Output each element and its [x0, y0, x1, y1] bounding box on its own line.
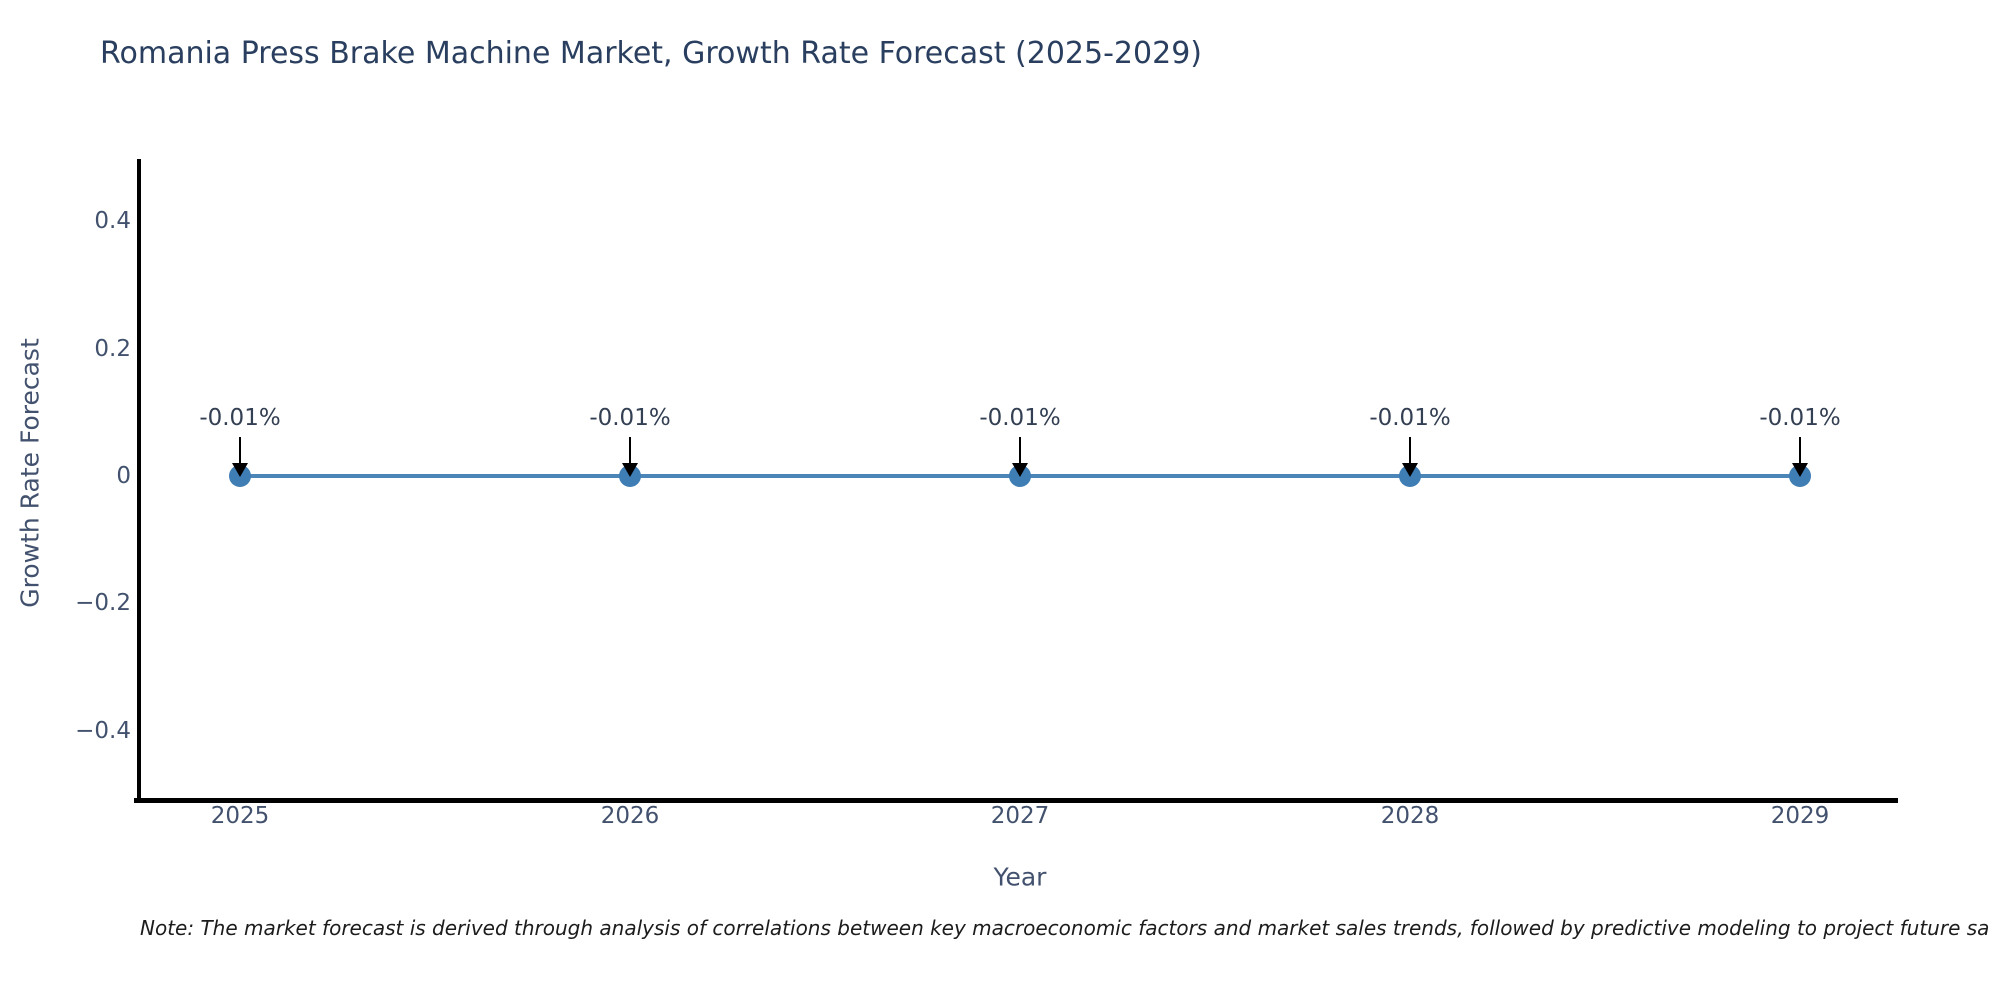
x-tick-label: 2027 — [990, 803, 1050, 829]
chart-title: Romania Press Brake Machine Market, Grow… — [100, 36, 1202, 71]
x-tick-label: 2026 — [600, 803, 660, 829]
annotation-arrow-shaft — [1019, 437, 1021, 464]
x-axis-spine — [134, 798, 1898, 803]
x-tick-label: 2029 — [1770, 803, 1830, 829]
annotation-arrow-down-icon — [1792, 463, 1808, 478]
y-tick-label: 0.2 — [94, 335, 131, 362]
annotation-arrow-shaft — [239, 437, 241, 464]
annotation-arrow-shaft — [1799, 437, 1801, 464]
y-tick-label: −0.4 — [75, 717, 131, 744]
annotation-label: -0.01% — [199, 405, 281, 432]
y-axis-spine — [137, 159, 141, 802]
y-tick-label: −0.2 — [75, 590, 131, 617]
x-axis-title: Year — [993, 862, 1047, 892]
annotation-label: -0.01% — [1759, 405, 1841, 432]
annotation-arrow-down-icon — [1402, 463, 1418, 478]
x-tick-label: 2028 — [1380, 803, 1440, 829]
footnote: Note: The market forecast is derived thr… — [140, 916, 1990, 940]
annotation-arrow-down-icon — [1012, 463, 1028, 478]
annotation-label: -0.01% — [979, 405, 1061, 432]
annotation-label: -0.01% — [589, 405, 671, 432]
annotation-label: -0.01% — [1369, 405, 1451, 432]
annotation-arrow-down-icon — [232, 463, 248, 478]
y-tick-label: 0.4 — [94, 208, 131, 235]
y-tick-label: 0 — [116, 463, 131, 489]
annotation-arrow-shaft — [1409, 437, 1411, 464]
annotation-arrow-shaft — [629, 437, 631, 464]
annotation-arrow-down-icon — [622, 463, 638, 478]
x-tick-label: 2025 — [210, 803, 270, 829]
